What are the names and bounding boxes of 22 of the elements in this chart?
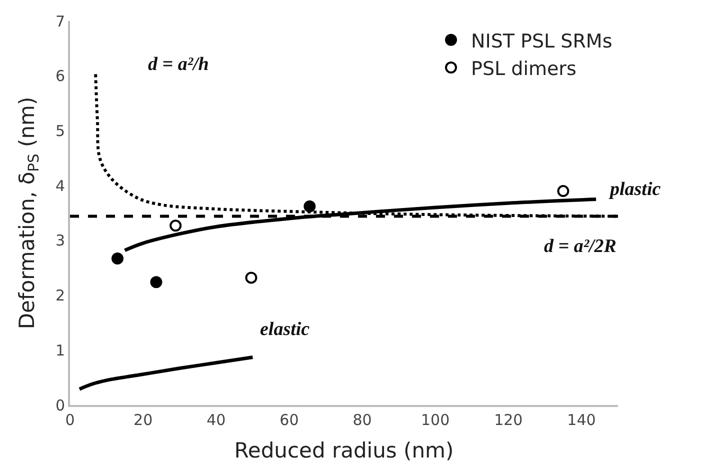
series-label: elastic [260,319,310,340]
y-tick-label: 2 [55,286,65,305]
legend-label: PSL dimers [471,58,576,80]
series-label: plastic [608,179,662,200]
x-tick-label: 120 [494,411,523,429]
x-tick-label: 60 [280,411,299,429]
x-tick-label: 140 [567,411,596,429]
y-tick-label: 1 [55,341,65,360]
legend-label: NIST PSL SRMs [471,30,612,52]
x-tick-label: 40 [206,411,226,429]
y-tick-label: 4 [55,176,65,195]
y-tick-label: 5 [55,122,65,140]
y-tick-label: 3 [55,232,65,250]
text: d = a²/h [148,54,209,75]
y-tick-label: 6 [55,67,65,86]
x-tick-label: 80 [352,411,372,429]
x-axis-title: Reduced radius (nm) [234,438,454,463]
x-tick-label: 100 [421,411,450,429]
y-tick-label: 7 [55,12,65,30]
x-tick-label: 20 [134,411,153,429]
y-tick-label: 0 [55,396,65,414]
ref-line-label: d = a²/2R [544,236,616,257]
